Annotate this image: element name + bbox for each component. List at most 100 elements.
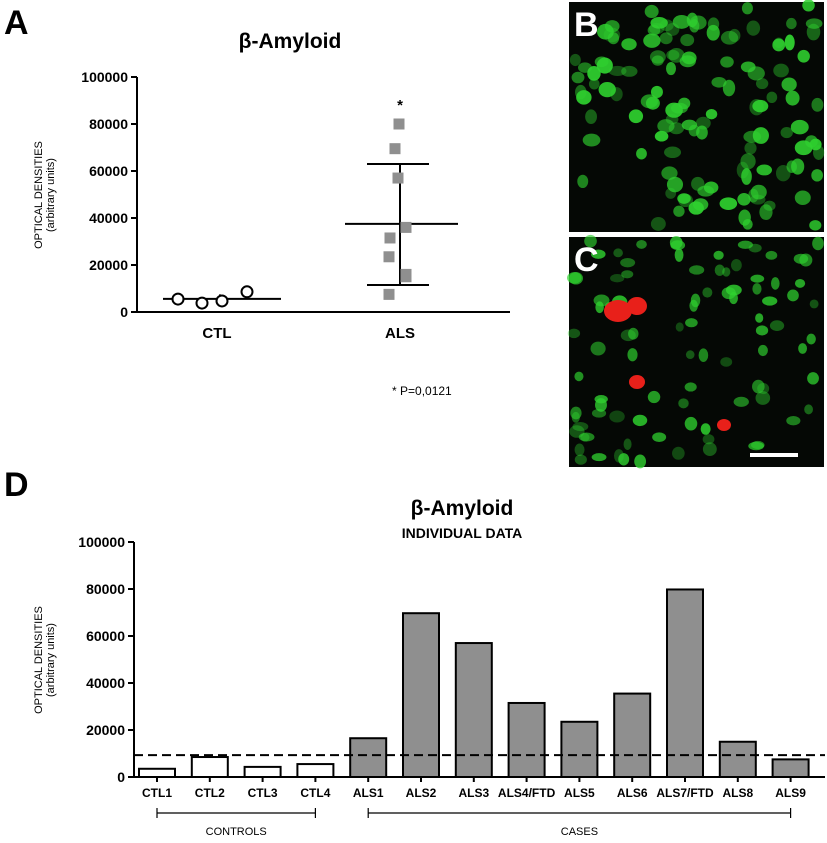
green-cell	[647, 390, 661, 404]
green-cell	[668, 47, 685, 63]
panel-d-category-label: CTL2	[195, 786, 225, 800]
panel-a-y-tick-label: 80000	[89, 116, 128, 132]
scale-bar	[750, 453, 798, 457]
green-cell	[594, 56, 609, 68]
panel-d-bar	[507, 701, 546, 778]
green-cell	[781, 77, 797, 92]
green-cell	[597, 23, 614, 40]
green-cell	[746, 20, 761, 36]
green-cell	[628, 109, 644, 124]
green-cell	[711, 76, 727, 88]
green-cell	[632, 414, 648, 427]
green-cell	[759, 204, 773, 221]
green-cell	[762, 296, 778, 306]
panel-d-bar	[666, 588, 704, 778]
green-cell	[714, 264, 725, 276]
green-cell	[677, 193, 691, 204]
panel-d-title: β-Amyloid	[411, 497, 514, 520]
green-cell	[684, 416, 698, 431]
green-cell	[731, 258, 742, 272]
panel-d-category-label: ALS6	[617, 786, 648, 800]
green-cell	[786, 17, 797, 30]
green-cell	[705, 108, 718, 120]
green-cell	[752, 283, 762, 295]
green-cell	[574, 454, 587, 465]
panel-b-micrograph: B	[569, 0, 825, 232]
panel-a-als-point	[383, 251, 395, 263]
green-cell	[598, 81, 616, 98]
panel-d-y-label-1: OPTICAL DENSITIES	[33, 606, 45, 714]
panel-a-als-point	[400, 271, 412, 283]
green-cell	[647, 24, 661, 36]
panel-d-group-label: CONTROLS	[206, 826, 267, 838]
green-cell	[574, 443, 585, 457]
panel-a-y-label-1: OPTICAL DENSITIES	[33, 141, 45, 249]
green-cell	[811, 97, 824, 112]
panel-letter-d: D	[4, 466, 29, 504]
green-cell	[608, 65, 627, 77]
green-cell	[661, 166, 678, 180]
panel-d-category-label: ALS7/FTD	[656, 786, 714, 800]
green-cell	[787, 289, 799, 302]
green-cell	[651, 55, 664, 66]
green-cell	[595, 398, 607, 412]
panel-letter-c: C	[574, 241, 599, 279]
panel-a-ctl-point	[171, 292, 185, 306]
panel-d-y-tick-label: 0	[117, 769, 125, 785]
green-cell	[666, 49, 680, 61]
green-cell	[610, 87, 623, 102]
green-cell	[627, 348, 638, 362]
panel-d-category-label: ALS8	[722, 786, 753, 800]
green-cell	[755, 391, 771, 405]
panel-a-p-value: * P=0,0121	[392, 384, 452, 398]
green-cell	[700, 423, 711, 435]
panel-d-bar	[138, 767, 176, 779]
green-cell	[650, 217, 666, 231]
green-cell	[609, 410, 625, 423]
green-cell	[569, 53, 581, 67]
green-cell	[720, 30, 739, 45]
panel-d-category-label: ALS4/FTD	[498, 786, 556, 800]
red-plaque	[627, 297, 647, 315]
panel-d-bar-chart: β-Amyloid INDIVIDUAL DATA OPTICAL DENSIT…	[33, 497, 825, 838]
green-cell	[784, 34, 795, 51]
panel-d-y-tick-label: 80000	[86, 581, 125, 597]
green-cell	[584, 234, 597, 248]
green-cell	[773, 63, 789, 78]
panel-a-ctl-point	[240, 285, 254, 299]
green-cell	[769, 320, 785, 332]
green-cell	[675, 322, 684, 332]
panel-d-y-tick-label: 20000	[86, 722, 125, 738]
green-cell	[574, 371, 584, 382]
green-cell	[657, 119, 675, 133]
green-cell	[575, 84, 587, 100]
green-cell	[570, 406, 582, 420]
green-cell	[775, 165, 791, 182]
panel-d-category-label: CTL4	[300, 786, 330, 800]
green-cell	[786, 416, 801, 426]
green-cell	[752, 99, 769, 113]
panel-d-bar	[243, 765, 282, 779]
panel-d-category-label: ALS3	[458, 786, 489, 800]
panel-a-title: β-Amyloid	[239, 30, 342, 53]
panel-a-y-tick-label: 20000	[89, 257, 128, 273]
green-cell	[809, 220, 822, 231]
green-cell	[603, 27, 621, 43]
panel-d-category-label: ALS5	[564, 786, 595, 800]
green-cell	[811, 169, 823, 182]
green-cell	[725, 284, 742, 296]
green-cell	[650, 85, 663, 99]
green-cell	[744, 141, 757, 155]
green-cell	[636, 147, 647, 160]
panel-d-bar	[454, 642, 493, 778]
green-cell	[794, 278, 806, 288]
green-cell	[659, 32, 673, 45]
green-cell	[686, 12, 698, 28]
panel-a-als-point	[383, 288, 395, 300]
panel-a-als-point	[389, 143, 401, 155]
green-cell	[804, 404, 813, 415]
green-cell	[765, 250, 778, 260]
green-cell	[797, 49, 810, 63]
green-cell	[577, 174, 589, 189]
green-cell	[737, 240, 753, 249]
